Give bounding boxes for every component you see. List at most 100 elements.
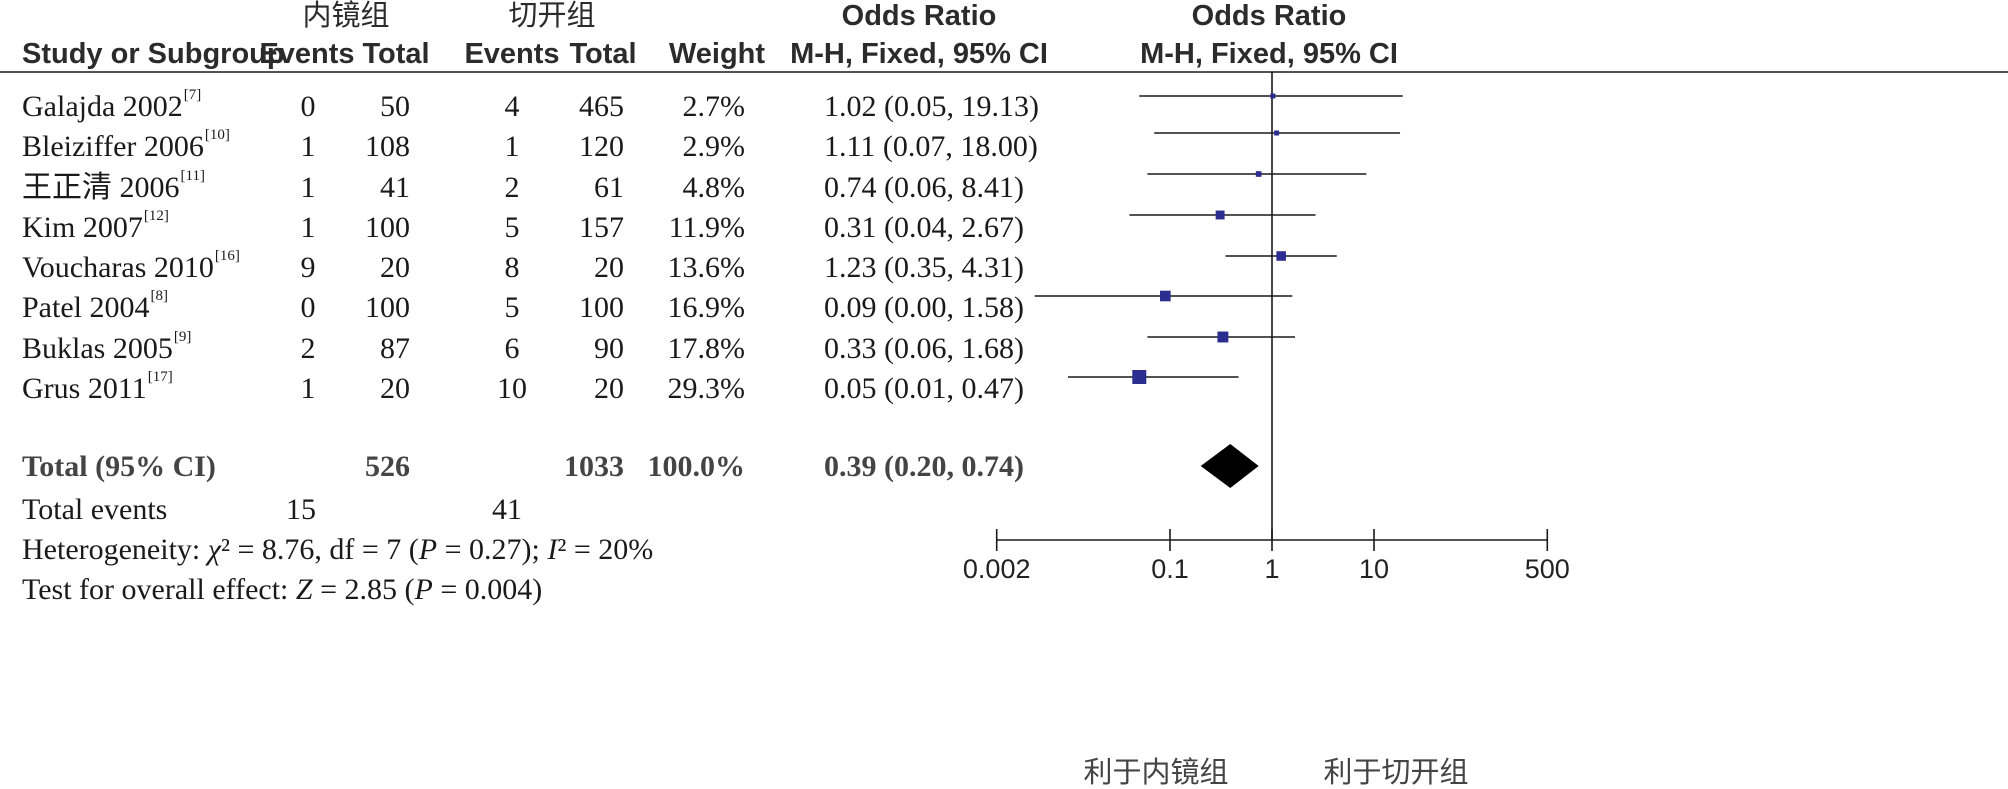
favours-left-label: 利于内镜组 — [1083, 757, 1229, 789]
total1-value: 87 — [380, 332, 410, 365]
events1-value: 1 — [300, 130, 316, 163]
study-square-marker — [1270, 93, 1276, 99]
study-square-marker — [1276, 251, 1286, 261]
events2-value: 4 — [504, 90, 520, 123]
events1-value: 1 — [300, 171, 316, 204]
total2-value: 90 — [594, 332, 624, 365]
total-label: Total (95% CI) — [22, 450, 216, 483]
weight-value: 29.3% — [667, 372, 746, 405]
weight-value: 2.9% — [682, 130, 746, 163]
events1-value: 2 — [300, 332, 316, 365]
weight-value: 13.6% — [667, 251, 746, 284]
study-square-marker — [1255, 171, 1262, 177]
total2-value: 100 — [579, 291, 624, 324]
or-ci-value: 0.33 (0.06, 1.68) — [824, 332, 1024, 365]
overall-effect-text: Test for overall effect: Z = 2.85 (P = 0… — [22, 575, 542, 605]
total1-value: 100 — [365, 291, 410, 324]
study-square-marker — [1274, 130, 1280, 136]
total1-value: 100 — [365, 211, 410, 244]
plot-layer: 0.002 0.1 1 10 500 — [963, 72, 1570, 584]
x-tick-label: 10 — [1359, 554, 1389, 584]
total1-value: 20 — [380, 372, 410, 405]
z-value: = 2.85 ( — [312, 573, 415, 606]
study-name-text: Grus 2011 — [22, 372, 147, 405]
events2-value: 8 — [504, 251, 520, 284]
study-name-text: Voucharas 2010 — [22, 251, 214, 284]
reference-number: [7] — [183, 87, 202, 103]
reference-number: [12] — [143, 208, 169, 224]
study-name: Grus 2011[17] — [22, 370, 173, 405]
weight-value: 2.7% — [682, 90, 746, 123]
p-symbol: P — [418, 533, 438, 566]
total2-header: Total — [569, 38, 637, 70]
weight-header: Weight — [668, 38, 766, 70]
overall-prefix: Test for overall effect: — [22, 573, 296, 606]
total-events-label: Total events — [22, 493, 168, 526]
events1-value: 9 — [300, 251, 316, 284]
study-square-marker — [1160, 290, 1171, 302]
events1-value: 1 — [300, 211, 316, 244]
weight-value: 11.9% — [668, 211, 745, 244]
or-ci-value: 0.31 (0.04, 2.67) — [824, 211, 1024, 244]
study-name: Galajda 2002[7] — [22, 88, 201, 123]
reference-number: [16] — [214, 248, 240, 264]
events1-value: 0 — [300, 90, 316, 123]
pooled-estimate-diamond — [1200, 444, 1259, 488]
method-header-table: M-H, Fixed, 95% CI — [790, 38, 1048, 70]
study-name: 王正清 2006[11] — [22, 169, 205, 204]
events2-value: 5 — [504, 291, 520, 324]
reference-number: [11] — [180, 168, 205, 184]
i-symbol: I — [547, 533, 558, 566]
or-ci-value: 0.74 (0.06, 8.41) — [824, 171, 1024, 204]
or-ci-value: 1.23 (0.35, 4.31) — [824, 251, 1024, 284]
study-square-marker — [1215, 210, 1225, 220]
x-tick-label: 0.1 — [1151, 554, 1189, 584]
x-tick-label: 1 — [1264, 554, 1279, 584]
p-value: = 0.27); — [437, 533, 548, 566]
total-events-e2: 41 — [492, 493, 522, 526]
or-ci-value: 0.05 (0.01, 0.47) — [824, 372, 1024, 405]
events1-value: 1 — [300, 372, 316, 405]
heterogeneity-prefix: Heterogeneity: — [22, 533, 208, 566]
chi-symbol: χ — [207, 533, 221, 566]
events2-value: 6 — [504, 332, 520, 365]
reference-number: [17] — [147, 369, 173, 385]
events1-value: 0 — [300, 291, 316, 324]
study-name-text: Galajda 2002 — [22, 90, 183, 123]
weight-value: 4.8% — [682, 171, 746, 204]
study-header: Study or Subgroup — [22, 38, 285, 70]
total2-value: 120 — [579, 130, 624, 163]
total-n2: 1033 — [564, 450, 624, 483]
total1-value: 108 — [365, 130, 410, 163]
events2-value: 5 — [504, 211, 520, 244]
or-ci-value: 0.09 (0.00, 1.58) — [824, 291, 1024, 324]
or-ci-value: 1.11 (0.07, 18.00) — [824, 130, 1038, 163]
study-name-text: 王正清 2006 — [22, 171, 180, 204]
total2-value: 20 — [594, 372, 624, 405]
total2-value: 61 — [594, 171, 624, 204]
or-header-plot: Odds Ratio — [1191, 0, 1347, 32]
study-name: Voucharas 2010[16] — [22, 249, 240, 284]
study-name: Bleiziffer 2006[10] — [22, 128, 230, 162]
study-name-text: Buklas 2005 — [22, 332, 173, 365]
total-n1: 526 — [365, 450, 410, 483]
total1-value: 50 — [380, 90, 410, 123]
events1-header: Events — [259, 38, 355, 70]
or-ci-value: 1.02 (0.05, 19.13) — [824, 90, 1039, 123]
total1-value: 20 — [380, 251, 410, 284]
study-name: Kim 2007[12] — [22, 209, 169, 243]
x-tick-label: 0.002 — [963, 554, 1031, 584]
total1-header: Total — [362, 38, 430, 70]
study-square-marker — [1132, 370, 1147, 384]
reference-number: [10] — [204, 127, 230, 143]
study-name-text: Patel 2004 — [22, 291, 150, 324]
events2-value: 2 — [504, 171, 520, 204]
overall-p-value: = 0.004) — [432, 573, 543, 606]
i-value: ² = 20% — [557, 533, 654, 566]
events2-value: 10 — [497, 372, 527, 405]
reference-number: [8] — [150, 288, 169, 304]
x-tick-label: 500 — [1525, 554, 1570, 584]
favours-right-label: 利于切开组 — [1323, 757, 1469, 789]
or-header-table: Odds Ratio — [841, 0, 997, 32]
